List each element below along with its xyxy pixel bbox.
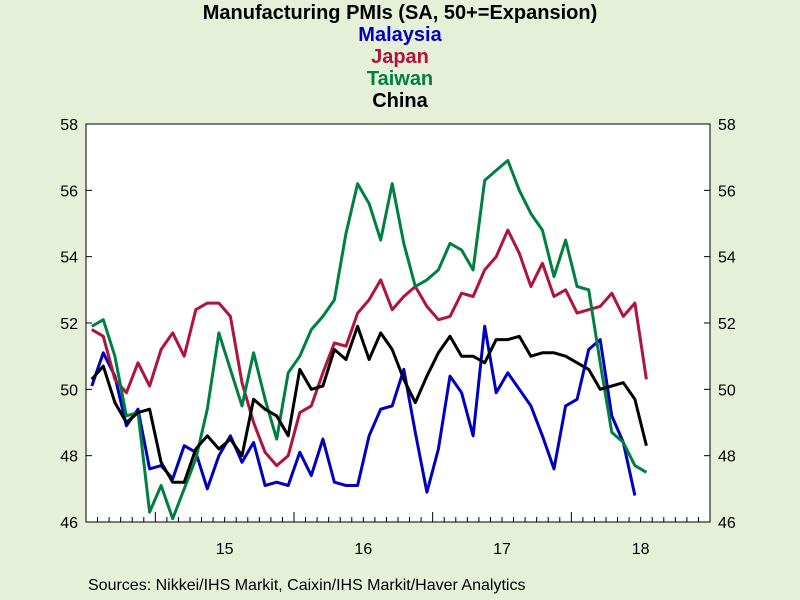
x-tick-label: 18 bbox=[632, 541, 650, 558]
y-tick-label-right: 46 bbox=[718, 515, 736, 532]
series-line-taiwan bbox=[91, 159, 648, 521]
legend-japan: Japan bbox=[371, 46, 429, 68]
source-note: Sources: Nikkei/IHS Markit, Caixin/IHS M… bbox=[88, 577, 526, 594]
y-tick-label-left: 54 bbox=[60, 250, 78, 267]
y-tick-label-left: 48 bbox=[60, 449, 78, 466]
series-line-japan bbox=[91, 228, 648, 468]
x-tick-label: 15 bbox=[216, 541, 234, 558]
y-tick-label-left: 52 bbox=[60, 316, 78, 333]
legend-malaysia: Malaysia bbox=[358, 24, 442, 46]
series-line-china bbox=[90, 324, 648, 484]
y-tick-label-left: 50 bbox=[60, 382, 78, 399]
y-tick-label-left: 58 bbox=[60, 117, 78, 134]
y-tick-label-right: 58 bbox=[718, 117, 736, 134]
y-tick-label-right: 54 bbox=[718, 250, 736, 267]
y-tick-label-left: 56 bbox=[60, 183, 78, 200]
legend-china: China bbox=[372, 90, 428, 112]
series-line-malaysia bbox=[90, 324, 637, 496]
chart-title: Manufacturing PMIs (SA, 50+=Expansion) bbox=[202, 2, 598, 24]
y-tick-label-right: 52 bbox=[718, 316, 736, 333]
y-tick-label-right: 48 bbox=[718, 449, 736, 466]
x-tick-label: 16 bbox=[354, 541, 372, 558]
chart-titles: Manufacturing PMIs (SA, 50+=Expansion) M… bbox=[0, 2, 800, 112]
y-tick-label-right: 56 bbox=[718, 183, 736, 200]
y-tick-label-left: 46 bbox=[60, 515, 78, 532]
legend-taiwan: Taiwan bbox=[366, 68, 434, 90]
y-tick-label-right: 50 bbox=[718, 382, 736, 399]
x-tick-label: 17 bbox=[493, 541, 511, 558]
